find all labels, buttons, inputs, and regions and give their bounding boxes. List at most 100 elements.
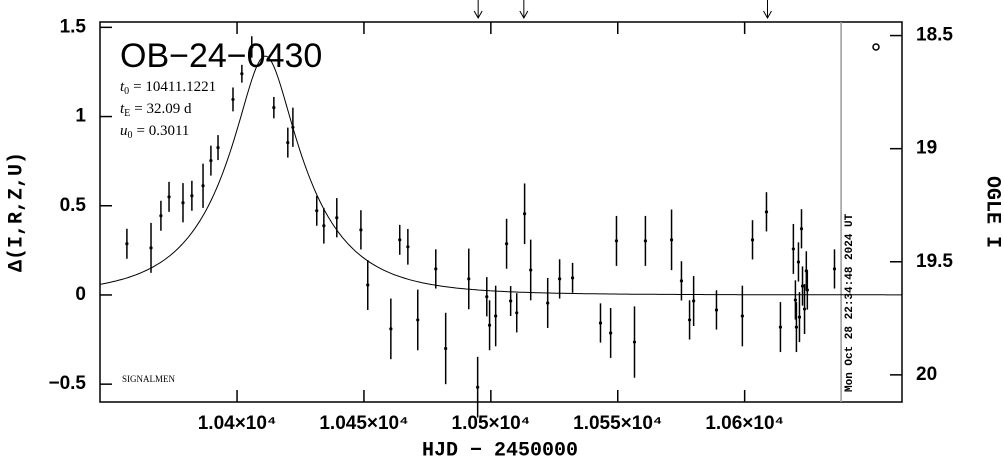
parameter-symbol: t xyxy=(120,79,125,95)
data-point xyxy=(250,45,254,49)
parameter-subscript: E xyxy=(124,108,130,119)
symbol xyxy=(872,43,880,51)
data-point xyxy=(190,194,194,198)
data-point xyxy=(714,308,719,312)
data-point xyxy=(389,327,393,331)
data-point xyxy=(434,267,438,271)
marker-arrow xyxy=(473,0,483,20)
data-point xyxy=(794,325,799,329)
data-point xyxy=(366,283,370,287)
data-point xyxy=(487,323,492,327)
data-point xyxy=(679,279,684,283)
data-point xyxy=(546,301,550,305)
parameter-subscript: 0 xyxy=(124,86,129,97)
data-point xyxy=(167,195,171,199)
parameter: u0 = 0.3011 xyxy=(120,123,189,141)
footnote: SIGNALMEN xyxy=(122,374,175,384)
data-point xyxy=(805,288,809,292)
x-axis-label: HJD − 2450000 xyxy=(422,439,578,459)
data-point xyxy=(359,228,363,232)
data-point xyxy=(802,307,807,311)
y2-axis-label: OGLE I xyxy=(981,176,1004,248)
parameter: tE = 32.09 d xyxy=(120,101,192,119)
parameter-symbol: t xyxy=(120,101,125,117)
data-point xyxy=(778,325,783,329)
y-tick-label: 1 xyxy=(75,106,86,127)
data-point xyxy=(570,276,575,280)
parameter-value: = 0.3011 xyxy=(137,123,190,139)
data-point xyxy=(791,247,795,251)
data-point xyxy=(322,224,326,228)
x-tick-label: 1.055×10⁴ xyxy=(573,413,662,434)
data-point xyxy=(335,216,339,220)
data-point xyxy=(444,346,448,351)
data-point xyxy=(201,184,205,188)
data-point xyxy=(764,210,769,214)
timestamp: Mon Oct 28 22:34:48 2024 UT xyxy=(844,213,856,392)
data-point xyxy=(687,318,692,322)
data-point xyxy=(523,212,527,216)
data-point xyxy=(240,72,244,76)
data-point xyxy=(216,145,220,150)
y-tick-label: 0.5 xyxy=(60,195,87,216)
parameter: t0 = 10411.1221 xyxy=(120,79,216,97)
y-axis-label: Δ(I,R,Z,U) xyxy=(5,152,28,272)
data-point xyxy=(485,295,489,299)
data-point xyxy=(272,106,276,110)
data-point xyxy=(504,242,509,246)
y-tick-label: 0 xyxy=(75,284,86,305)
data-point xyxy=(529,268,533,272)
x-tick-label: 1.06×10⁴ xyxy=(705,413,784,434)
data-point xyxy=(181,201,185,205)
data-point xyxy=(231,97,235,102)
data-point xyxy=(796,260,801,264)
data-point xyxy=(609,331,613,335)
data-point xyxy=(209,159,213,163)
plot-frame xyxy=(99,21,903,403)
data-point xyxy=(832,267,837,271)
data-point xyxy=(740,314,744,318)
y2-tick-label: 18.5 xyxy=(916,25,953,46)
marker-arrow xyxy=(519,0,529,20)
data-point xyxy=(750,238,755,242)
data-point xyxy=(558,277,562,281)
marker-arrow xyxy=(763,0,772,20)
model-curve xyxy=(99,55,902,296)
x-tick-label: 1.05×10⁴ xyxy=(452,413,531,434)
data-point xyxy=(291,125,295,129)
data-point xyxy=(598,321,603,325)
parameter-subscript: 0 xyxy=(128,130,133,141)
y-tick-label: 1.5 xyxy=(60,16,87,37)
data-point xyxy=(692,299,696,303)
y-tick-label: −0.5 xyxy=(48,373,86,394)
data-point xyxy=(515,311,519,315)
data-point xyxy=(509,299,513,303)
data-point xyxy=(797,315,802,319)
data-point xyxy=(793,298,798,302)
data-point xyxy=(286,141,290,145)
data-point xyxy=(800,284,805,288)
y2-tick-label: 19 xyxy=(916,138,937,159)
y2-tick-label: 19.5 xyxy=(916,251,953,272)
data-point xyxy=(315,209,319,213)
data-point xyxy=(799,227,804,231)
parameter-value: = 10411.1221 xyxy=(133,79,216,95)
y2-tick-label: 20 xyxy=(916,364,937,385)
x-tick-label: 1.045×10⁴ xyxy=(319,413,408,434)
chart-title: OB−24−0430 xyxy=(120,37,322,75)
data-point xyxy=(398,238,402,242)
data-point xyxy=(159,214,163,218)
data-point xyxy=(476,385,480,389)
data-point xyxy=(406,245,410,249)
data-point xyxy=(149,246,153,250)
data-point xyxy=(669,238,674,242)
x-tick-label: 1.04×10⁴ xyxy=(198,413,277,434)
parameter-value: = 32.09 d xyxy=(134,101,192,117)
data-point xyxy=(467,277,471,281)
data-point xyxy=(494,314,498,318)
data-point xyxy=(416,318,420,322)
data-point xyxy=(643,239,648,243)
data-point xyxy=(125,242,129,246)
data-point xyxy=(614,239,619,243)
